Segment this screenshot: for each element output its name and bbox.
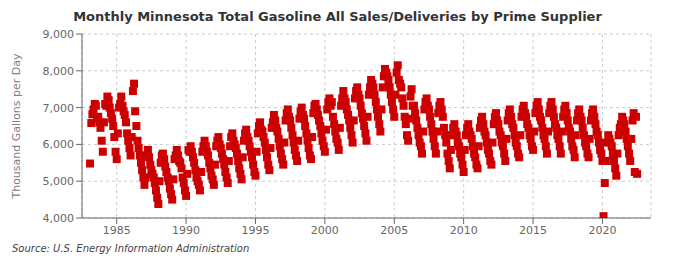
html-text:Source: U.S. Energy Informatio: Source: U.S. Energy Information Administ… bbox=[12, 243, 250, 254]
svg-text:1985: 1985 bbox=[103, 224, 131, 237]
svg-text:2000: 2000 bbox=[311, 224, 339, 237]
svg-text:7,000: 7,000 bbox=[43, 102, 75, 115]
svg-text:9,000: 9,000 bbox=[43, 28, 75, 41]
svg-text:2005: 2005 bbox=[380, 224, 408, 237]
svg-text:Thousand Gallons per Day: Thousand Gallons per Day bbox=[10, 53, 23, 200]
svg-text:8,000: 8,000 bbox=[43, 65, 75, 78]
svg-text:2020: 2020 bbox=[588, 224, 616, 237]
svg-text:4,000: 4,000 bbox=[43, 212, 75, 225]
svg-text:1995: 1995 bbox=[241, 224, 269, 237]
html-text:Monthly Minnesota Total Gasoli: Monthly Minnesota Total Gasoline All Sal… bbox=[73, 9, 602, 24]
svg-text:6,000: 6,000 bbox=[43, 138, 75, 151]
svg-text:5,000: 5,000 bbox=[43, 175, 75, 188]
svg-text:1990: 1990 bbox=[172, 224, 200, 237]
svg-text:2010: 2010 bbox=[450, 224, 478, 237]
svg-text:2015: 2015 bbox=[519, 224, 547, 237]
